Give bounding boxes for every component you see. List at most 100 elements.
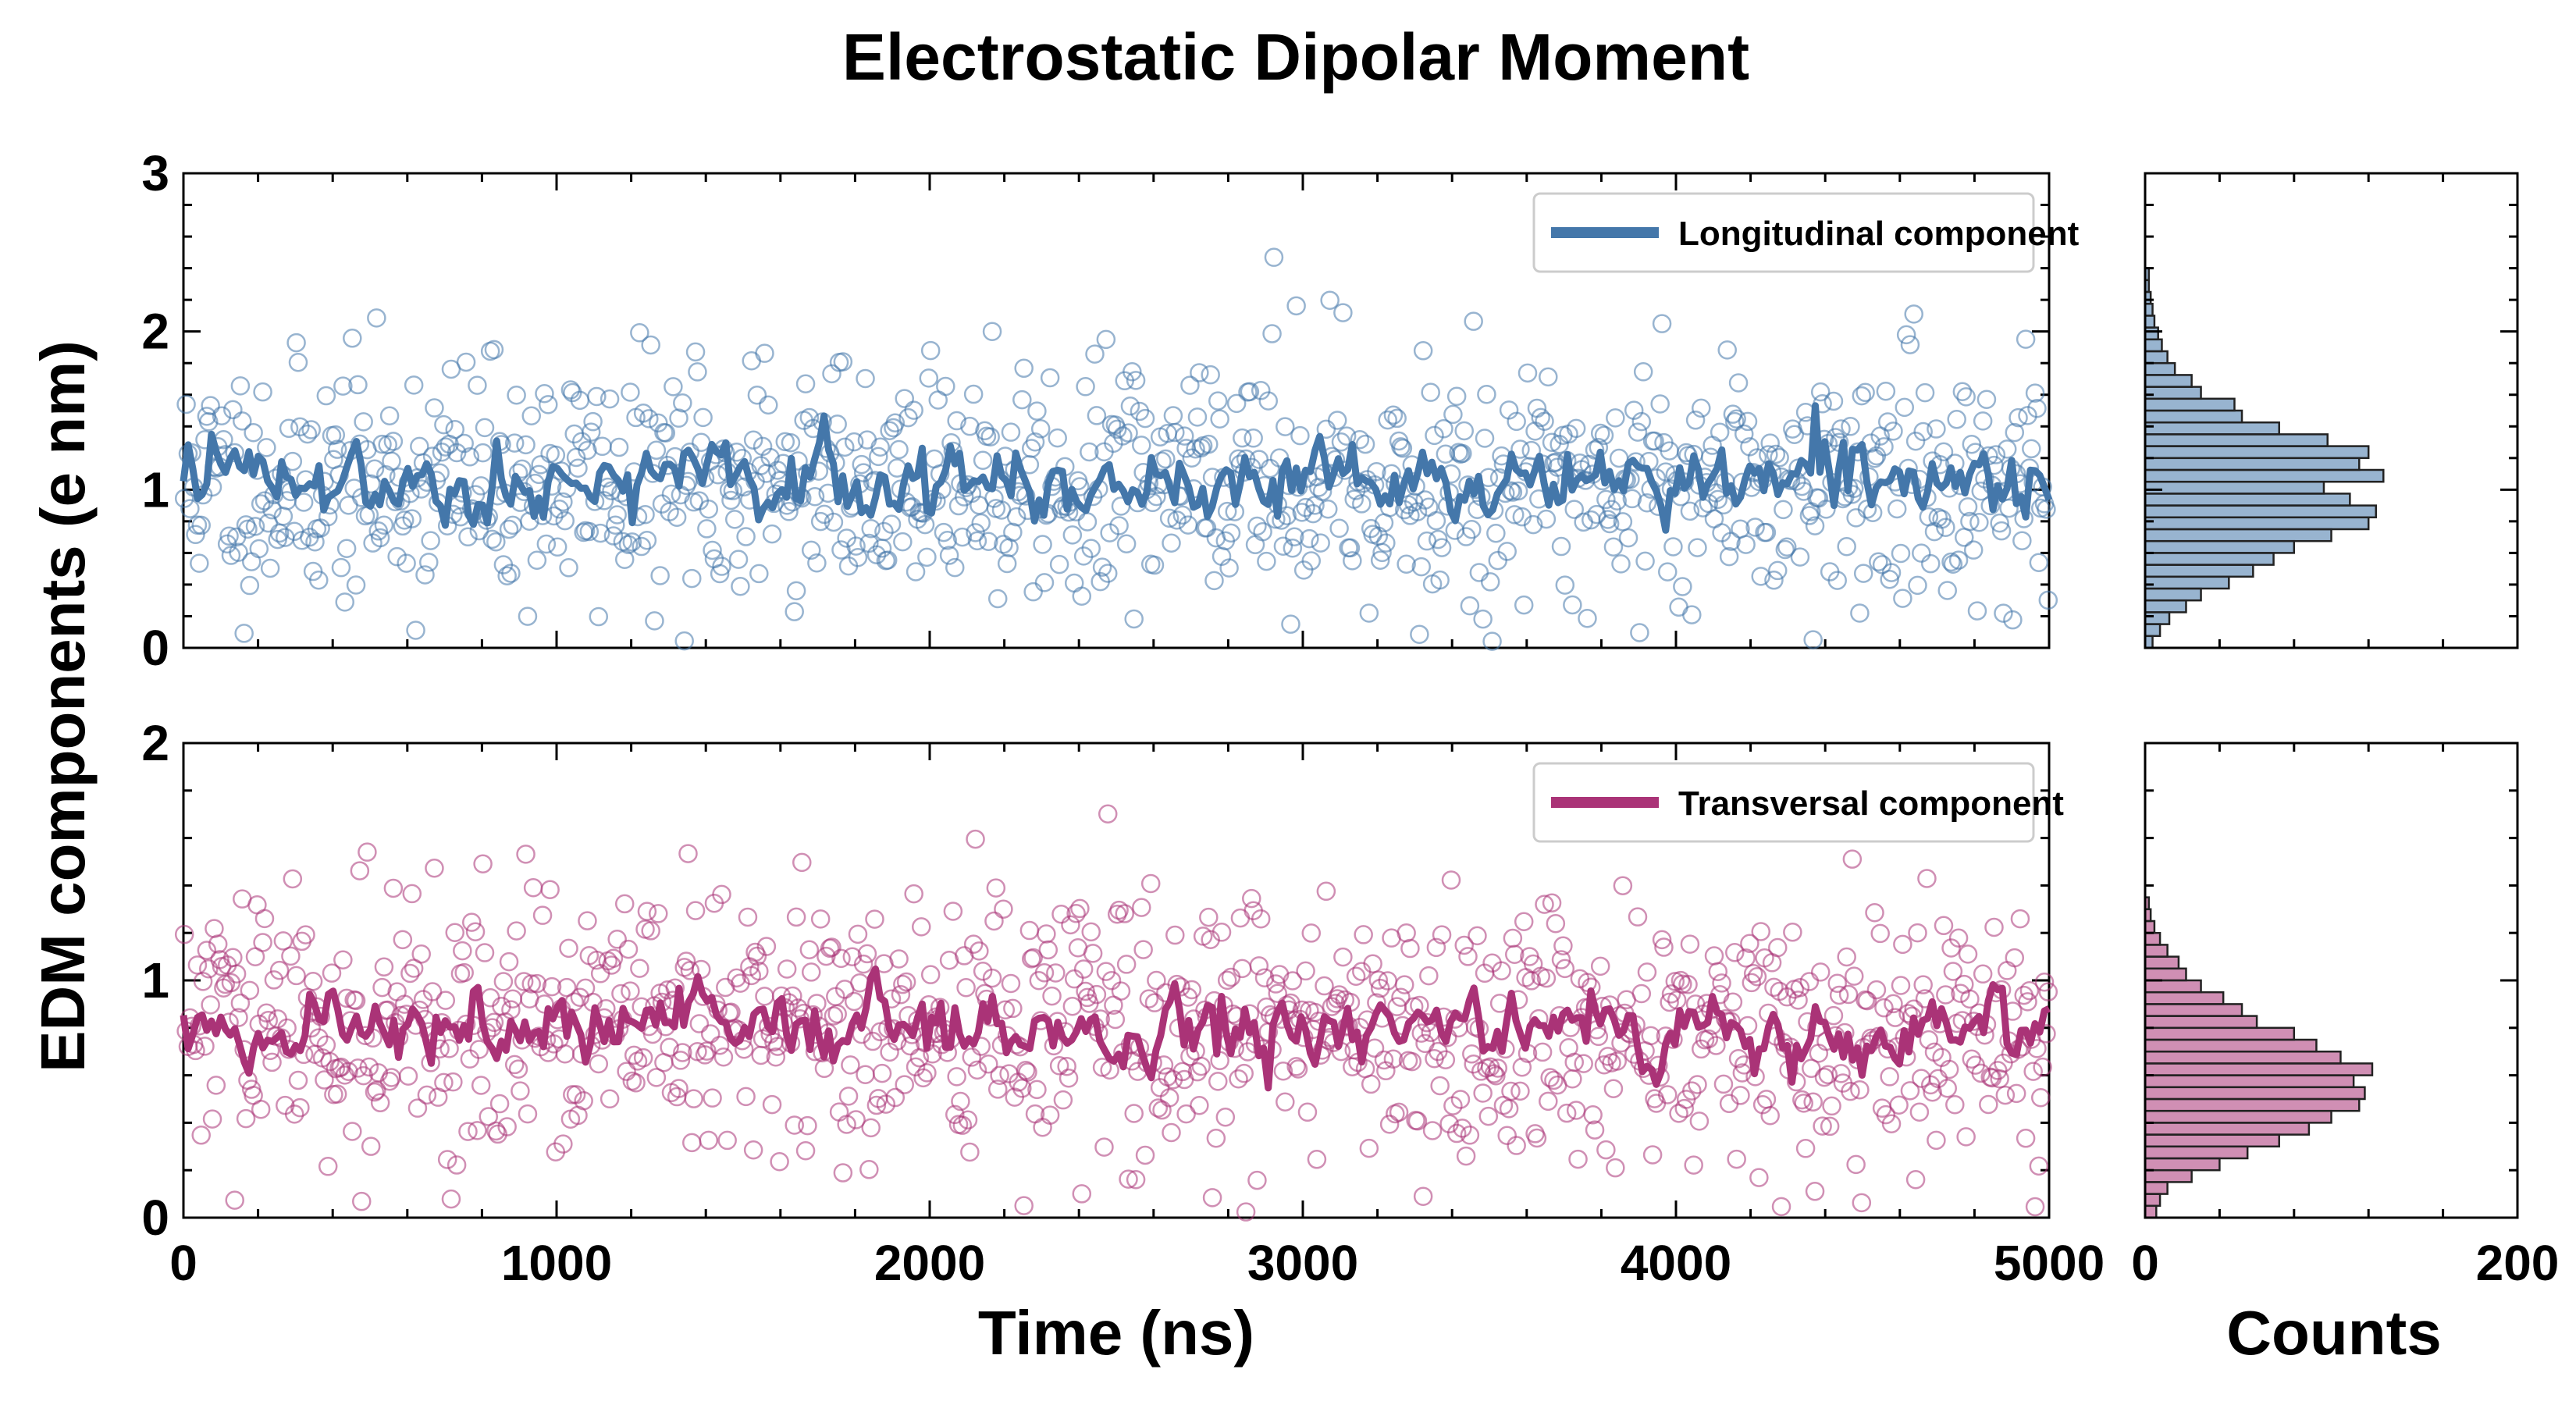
transversal-scatter-point xyxy=(1934,916,1954,936)
transversal-scatter-point xyxy=(1678,975,1698,994)
transversal-scatter-point xyxy=(1212,923,1232,942)
longitudinal-scatter-point xyxy=(1370,550,1390,570)
longitudinal-scatter-point xyxy=(1333,303,1353,322)
longitudinal-scatter-point xyxy=(736,527,756,546)
longitudinal-scatter-point xyxy=(762,524,782,544)
longitudinal-scatter-point xyxy=(1775,539,1795,560)
longitudinal-scatter-point xyxy=(824,512,844,532)
transversal-scatter-point xyxy=(1510,1081,1530,1101)
transversal-scatter-point xyxy=(1788,991,1808,1010)
longitudinal-scatter-point xyxy=(1391,437,1411,457)
longitudinal-scatter-point xyxy=(1352,494,1372,514)
transversal-scatter-point xyxy=(2034,973,2055,992)
transversal-scatter-point xyxy=(1628,907,1648,927)
transversal-scatter-point xyxy=(499,951,519,972)
longitudinal-scatter-point xyxy=(1477,384,1496,404)
longitudinal-scatter-point xyxy=(1913,422,1933,442)
longitudinal-scatter-point xyxy=(521,406,541,426)
longitudinal-scatter-point xyxy=(703,540,722,560)
longitudinal-scatter-point xyxy=(535,384,554,404)
longitudinal-scatter-point xyxy=(963,384,984,404)
transversal-scatter-point xyxy=(1040,1105,1060,1125)
transversal-scatter-point xyxy=(984,911,1004,931)
transversal-scatter-point xyxy=(2016,1129,2036,1148)
transversal-scatter-point xyxy=(1126,1169,1146,1190)
longitudinal-scatter-point xyxy=(833,352,853,372)
transversal-scatter-point xyxy=(251,1099,271,1119)
transversal-scatter-point xyxy=(1229,1069,1248,1089)
longitudinal-scatter-point xyxy=(603,526,624,546)
transversal-scatter-point xyxy=(1105,1009,1126,1030)
transversal-scatter-point xyxy=(1852,1193,1872,1213)
transversal-hist-bar xyxy=(2144,1145,2249,1160)
longitudinal-hist-bar xyxy=(2144,409,2243,424)
transversal-scatter-point xyxy=(1951,984,1970,1003)
longitudinal-scatter-point xyxy=(1264,247,1284,267)
longitudinal-hist-bar xyxy=(2144,350,2169,365)
transversal-scatter-point xyxy=(1333,947,1353,967)
transversal-hist-bar xyxy=(2144,1193,2161,1208)
transversal-scatter-point xyxy=(521,974,541,994)
transversal-scatter-point xyxy=(1276,1092,1295,1112)
longitudinal-scatter-point xyxy=(866,545,887,565)
transversal-scatter-point xyxy=(281,946,301,966)
longitudinal-scatter-point xyxy=(1908,575,1927,596)
transversal-scatter-point xyxy=(1913,975,1933,994)
longitudinal-scatter-point xyxy=(1517,363,1538,383)
transversal-scatter-point xyxy=(703,1088,722,1108)
transversal-scatter-point xyxy=(1850,1080,1870,1100)
transversal-scatter-point xyxy=(1756,1090,1777,1109)
transversal-scatter-point xyxy=(1478,1106,1499,1126)
longitudinal-scatter-point xyxy=(1725,411,1745,432)
transversal-scatter-point xyxy=(2010,909,2030,929)
transversal-hist-bar xyxy=(2144,1168,2193,1183)
transversal-scatter-point xyxy=(920,965,941,984)
transversal-scatter-point xyxy=(958,1110,978,1129)
transversal-hist-bar xyxy=(2144,1050,2342,1065)
transversal-scatter-point xyxy=(1958,944,1978,964)
longitudinal-hist-bar xyxy=(2144,457,2361,471)
longitudinal-scatter-point xyxy=(1764,571,1784,590)
longitudinal-scatter-point xyxy=(1284,527,1304,546)
transversal-scatter-point xyxy=(320,1051,340,1072)
longitudinal-scatter-point xyxy=(947,411,966,431)
longitudinal-scatter-point xyxy=(2016,329,2036,349)
longitudinal-scatter-point xyxy=(685,342,706,362)
longitudinal-scatter-point xyxy=(1774,500,1793,520)
transversal-scatter-point xyxy=(1286,1057,1306,1076)
longitudinal-scatter-point xyxy=(1736,535,1756,554)
transversal-scatter-point xyxy=(1111,981,1131,1001)
transversal-scatter-point xyxy=(1941,938,1961,958)
transversal-scatter-point xyxy=(966,829,985,849)
transversal-scatter-point xyxy=(1346,966,1366,986)
transversal-scatter-point xyxy=(359,1057,379,1077)
longitudinal-scatter-point xyxy=(827,414,847,434)
longitudinal-scatter-point xyxy=(1076,377,1095,397)
transversal-scatter-point xyxy=(1049,1056,1069,1076)
transversal-hist-bar xyxy=(2144,944,2169,958)
longitudinal-scatter-point xyxy=(1172,505,1193,525)
transversal-scatter-point xyxy=(630,959,649,978)
transversal-scatter-point xyxy=(727,968,746,988)
transversal-scatter-point xyxy=(685,901,706,920)
transversal-scatter-point xyxy=(1749,1168,1769,1187)
longitudinal-scatter-point xyxy=(1521,440,1542,461)
longitudinal-scatter-point xyxy=(906,562,926,582)
longitudinal-hist-frame xyxy=(2144,172,2519,649)
longitudinal-scatter-point xyxy=(1030,419,1051,439)
transversal-scatter-point xyxy=(1087,984,1107,1005)
longitudinal-scatter-point xyxy=(1233,428,1252,448)
longitudinal-scatter-point xyxy=(639,409,659,429)
transversal-scatter-point xyxy=(1606,1158,1625,1178)
longitudinal-scatter-point xyxy=(1286,296,1306,316)
longitudinal-scatter-point xyxy=(618,535,639,554)
transversal-scatter-point xyxy=(1507,1136,1526,1155)
transversal-scatter-point xyxy=(1217,970,1237,991)
transversal-scatter-point xyxy=(1917,869,1937,888)
longitudinal-scatter-point xyxy=(747,385,767,405)
longitudinal-scatter-point xyxy=(1430,570,1450,590)
longitudinal-frame xyxy=(182,172,2051,649)
longitudinal-scatter-point xyxy=(501,564,521,583)
transversal-scatter-point xyxy=(2018,992,2037,1012)
transversal-scatter-point xyxy=(1764,977,1784,998)
